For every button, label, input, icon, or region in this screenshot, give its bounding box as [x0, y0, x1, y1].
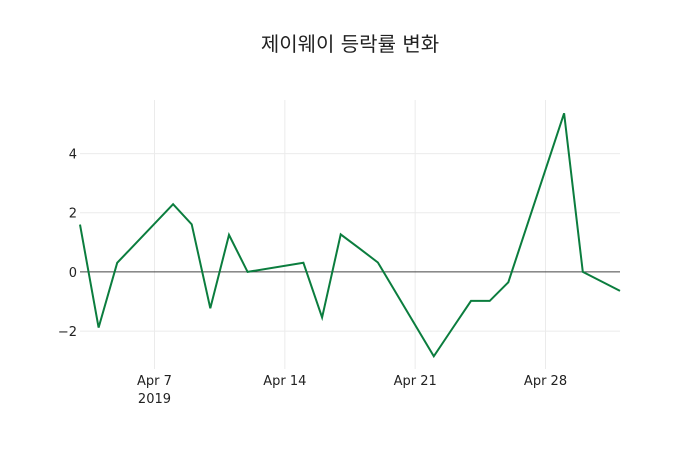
- y-tick-label: 2: [69, 207, 77, 222]
- series-line: [79, 112, 621, 359]
- y-tick-label: 4: [69, 148, 77, 163]
- y-tick-label: −2: [58, 325, 77, 340]
- y-tick-label: 0: [69, 266, 77, 281]
- x-tick-label: Apr 7: [137, 374, 172, 389]
- y-axis-ticks: −2 0 2 4: [58, 148, 77, 341]
- x-axis-ticks: Apr 7 2019 Apr 14 Apr 21 Apr 28: [137, 374, 567, 407]
- x-tick-label: Apr 28: [524, 374, 567, 389]
- x-tick-year: 2019: [138, 392, 171, 407]
- x-tick-label: Apr 21: [394, 374, 437, 389]
- chart-title: 제이웨이 등락률 변화: [260, 32, 440, 56]
- x-tick-label: Apr 14: [263, 374, 306, 389]
- gridlines: [80, 100, 620, 369]
